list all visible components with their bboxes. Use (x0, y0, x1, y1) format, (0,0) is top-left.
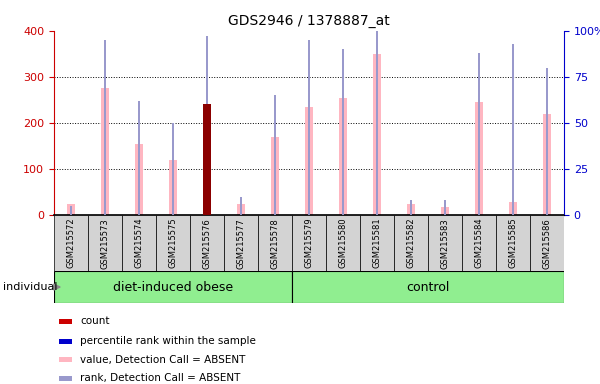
Bar (104, 40, 106, 215)
Bar (543, 114, 551, 215)
Bar (137, 101, 140, 215)
Bar (190, 215, 224, 271)
Text: control: control (406, 281, 449, 293)
Bar (475, 102, 483, 215)
Bar (237, 204, 245, 215)
Bar (206, 36, 208, 215)
Bar (305, 107, 313, 215)
Text: GSM215584: GSM215584 (475, 218, 484, 268)
Text: value, Detection Call = ABSENT: value, Detection Call = ABSENT (80, 355, 246, 365)
Bar (443, 200, 446, 215)
Bar (428, 215, 462, 271)
Bar (339, 98, 347, 215)
Bar (274, 95, 277, 215)
Bar (172, 123, 175, 215)
Bar (373, 54, 381, 215)
Bar (292, 271, 564, 303)
Bar (59, 339, 73, 344)
Bar (509, 202, 517, 215)
Bar (462, 215, 496, 271)
Bar (156, 215, 190, 271)
Text: individual: individual (3, 282, 58, 292)
Text: GSM215579: GSM215579 (305, 218, 314, 268)
Bar (271, 137, 279, 215)
Bar (441, 207, 449, 215)
Text: count: count (80, 316, 110, 326)
Bar (239, 197, 242, 215)
Bar (292, 215, 326, 271)
Bar (59, 376, 73, 381)
Bar (341, 49, 344, 215)
Bar (54, 215, 88, 271)
Bar (478, 53, 481, 215)
Bar (530, 215, 564, 271)
Bar (67, 204, 75, 215)
Bar (326, 215, 360, 271)
Bar (258, 215, 292, 271)
Bar (376, 16, 379, 215)
Text: GSM215580: GSM215580 (338, 218, 347, 268)
Text: GSM215572: GSM215572 (67, 218, 76, 268)
Bar (224, 215, 258, 271)
Text: percentile rank within the sample: percentile rank within the sample (80, 336, 256, 346)
Text: GSM215578: GSM215578 (271, 218, 280, 268)
Text: rank, Detection Call = ABSENT: rank, Detection Call = ABSENT (80, 373, 241, 383)
Text: GSM215576: GSM215576 (203, 218, 212, 268)
Bar (203, 104, 211, 215)
Title: GDS2946 / 1378887_at: GDS2946 / 1378887_at (228, 14, 390, 28)
Bar (545, 68, 548, 215)
Bar (512, 44, 514, 215)
Bar (122, 215, 156, 271)
Bar (394, 215, 428, 271)
Text: GSM215575: GSM215575 (169, 218, 178, 268)
Bar (88, 215, 122, 271)
Text: GSM215581: GSM215581 (373, 218, 382, 268)
Bar (308, 40, 310, 215)
Bar (59, 357, 73, 362)
Bar (101, 88, 109, 215)
Text: GSM215577: GSM215577 (236, 218, 245, 268)
Text: GSM215573: GSM215573 (101, 218, 110, 268)
Text: diet-induced obese: diet-induced obese (113, 281, 233, 293)
Bar (70, 206, 73, 215)
Bar (410, 200, 412, 215)
Bar (54, 271, 292, 303)
Text: GSM215582: GSM215582 (407, 218, 415, 268)
Bar (59, 319, 73, 324)
Bar (135, 144, 143, 215)
Bar (360, 215, 394, 271)
Bar (203, 104, 211, 215)
Bar (169, 160, 177, 215)
Text: GSM215583: GSM215583 (440, 218, 449, 268)
Text: GSM215585: GSM215585 (509, 218, 517, 268)
Bar (496, 215, 530, 271)
Text: GSM215574: GSM215574 (134, 218, 143, 268)
Bar (407, 204, 415, 215)
Text: GSM215586: GSM215586 (542, 218, 551, 268)
